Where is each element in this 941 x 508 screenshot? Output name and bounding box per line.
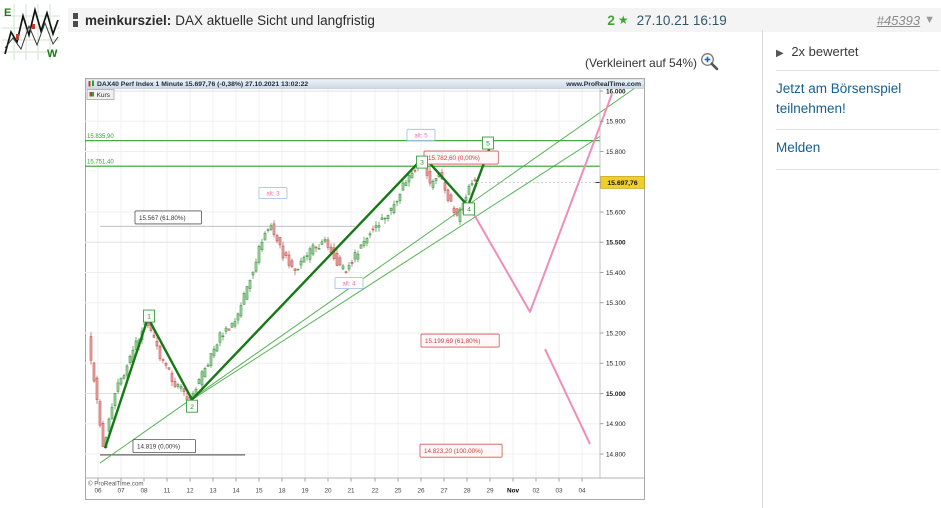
svg-text:19: 19 — [301, 488, 309, 495]
svg-text:E: E — [4, 7, 11, 19]
avatar-chart-thumbnail: E W — [2, 4, 60, 60]
chart-border — [85, 78, 645, 500]
star-icon[interactable]: ★ — [617, 13, 629, 27]
svg-text:alt: 3: alt: 3 — [266, 190, 280, 197]
svg-text:W: W — [47, 48, 58, 60]
svg-text:06: 06 — [94, 488, 102, 495]
chart-watermark: www.ProRealTime.com — [565, 81, 641, 88]
kurs-tab-icon-2 — [91, 92, 94, 97]
svg-text:15.200: 15.200 — [606, 330, 626, 337]
boersenspiel-link[interactable]: Jetzt am Börsenspiel teilnehmen! — [776, 71, 939, 131]
svg-text:02: 02 — [532, 488, 540, 495]
svg-text:07: 07 — [117, 488, 125, 495]
svg-text:16.000: 16.000 — [606, 88, 626, 95]
svg-text:15.100: 15.100 — [606, 361, 626, 368]
sidebar-divider — [762, 30, 763, 508]
chart-titlebar — [85, 78, 645, 89]
rating-count: 2 — [607, 12, 615, 28]
svg-text:28: 28 — [463, 488, 471, 495]
zoom-note: (Verkleinert auf 54%) — [585, 56, 698, 70]
svg-text:20: 20 — [324, 488, 332, 495]
svg-text:alt: 4: alt: 4 — [342, 280, 356, 287]
post-sidebar: ▶ 2x bewertet Jetzt am Börsenspiel teiln… — [776, 36, 939, 170]
post-title: DAX aktuelle Sicht und langfristig — [175, 12, 375, 28]
svg-text:5: 5 — [486, 141, 490, 148]
post-datetime: 27.10.21 16:19 — [636, 12, 727, 28]
svg-text:12: 12 — [186, 488, 194, 495]
tab-kurs-label: Kurs — [97, 92, 111, 99]
kurs-tab-icon — [89, 92, 94, 97]
svg-text:3: 3 — [420, 160, 424, 167]
svg-text:15.000: 15.000 — [606, 391, 626, 398]
svg-text:11: 11 — [164, 488, 171, 495]
svg-text:14.823,20 (100,00%): 14.823,20 (100,00%) — [424, 448, 483, 455]
svg-text:15.567 (61,80%): 15.567 (61,80%) — [139, 215, 186, 222]
post-action-icon[interactable]: ▼ — [924, 14, 935, 26]
svg-text:15.600: 15.600 — [606, 209, 626, 216]
svg-text:03: 03 — [555, 488, 563, 495]
svg-text:15.751,40: 15.751,40 — [87, 160, 114, 166]
chart-title: DAX40 Perf Index 1 Minute 15.697,76 (-0,… — [97, 81, 308, 88]
attachment-zoom-note-row: (Verkleinert auf 54%) — [585, 52, 719, 74]
svg-text:15.782,60 (0,00%): 15.782,60 (0,00%) — [428, 155, 480, 162]
svg-text:15.800: 15.800 — [606, 149, 626, 156]
svg-text:4: 4 — [467, 207, 471, 214]
svg-text:26: 26 — [417, 488, 425, 495]
zoom-in-icon[interactable] — [700, 52, 719, 74]
svg-text:14.800: 14.800 — [606, 451, 626, 458]
svg-text:15.900: 15.900 — [606, 119, 626, 126]
svg-text:15.199,69 (61,80%): 15.199,69 (61,80%) — [425, 338, 480, 345]
svg-text:18: 18 — [278, 488, 286, 495]
prorealtime-chart: 06 07 08 11 12 13 14 15 18 19 20 21 22 25 26 27 28 29 Nov 0… — [85, 78, 645, 500]
svg-text:1: 1 — [147, 314, 151, 321]
post-author[interactable]: meinkursziel: — [85, 12, 172, 28]
svg-text:15.697,76: 15.697,76 — [607, 180, 637, 187]
svg-text:15.400: 15.400 — [606, 270, 626, 277]
triangle-right-icon: ▶ — [776, 48, 784, 59]
svg-text:27: 27 — [440, 488, 448, 495]
svg-text:25: 25 — [394, 488, 402, 495]
svg-text:alt: 5: alt: 5 — [414, 132, 428, 139]
post-header-bar: meinkursziel: DAX aktuelle Sicht und lan… — [68, 8, 941, 32]
svg-text:22: 22 — [371, 488, 379, 495]
rated-toggle[interactable]: ▶ 2x bewertet — [776, 36, 939, 71]
svg-text:13: 13 — [209, 488, 217, 495]
svg-text:14: 14 — [232, 488, 240, 495]
tab-kurs[interactable]: Kurs — [86, 89, 115, 100]
svg-text:2: 2 — [190, 404, 194, 411]
svg-text:08: 08 — [140, 488, 148, 495]
rated-label: 2x bewertet — [791, 44, 859, 59]
svg-text:21: 21 — [347, 488, 355, 495]
author-avatar[interactable]: E W — [2, 4, 60, 60]
svg-text:15.300: 15.300 — [606, 300, 626, 307]
post-id-link[interactable]: #45393 — [876, 12, 921, 28]
svg-text:15.835,90: 15.835,90 — [87, 134, 114, 140]
svg-text:15: 15 — [255, 488, 263, 495]
svg-text:15.500: 15.500 — [606, 240, 626, 247]
svg-text:Nov: Nov — [507, 488, 520, 495]
chart-copyright: © ProRealTime.com — [88, 481, 144, 488]
instrument-icon — [88, 80, 94, 87]
svg-text:29: 29 — [486, 488, 494, 495]
svg-text:14.819 (0,00%): 14.819 (0,00%) — [137, 444, 180, 451]
svg-text:04: 04 — [578, 488, 586, 495]
quote-marker-icon — [73, 13, 78, 27]
chart-image[interactable]: 06 07 08 11 12 13 14 15 18 19 20 21 22 25 26 27 28 29 Nov 0… — [85, 78, 645, 500]
melden-link[interactable]: Melden — [776, 130, 939, 170]
svg-text:14.900: 14.900 — [606, 421, 626, 428]
